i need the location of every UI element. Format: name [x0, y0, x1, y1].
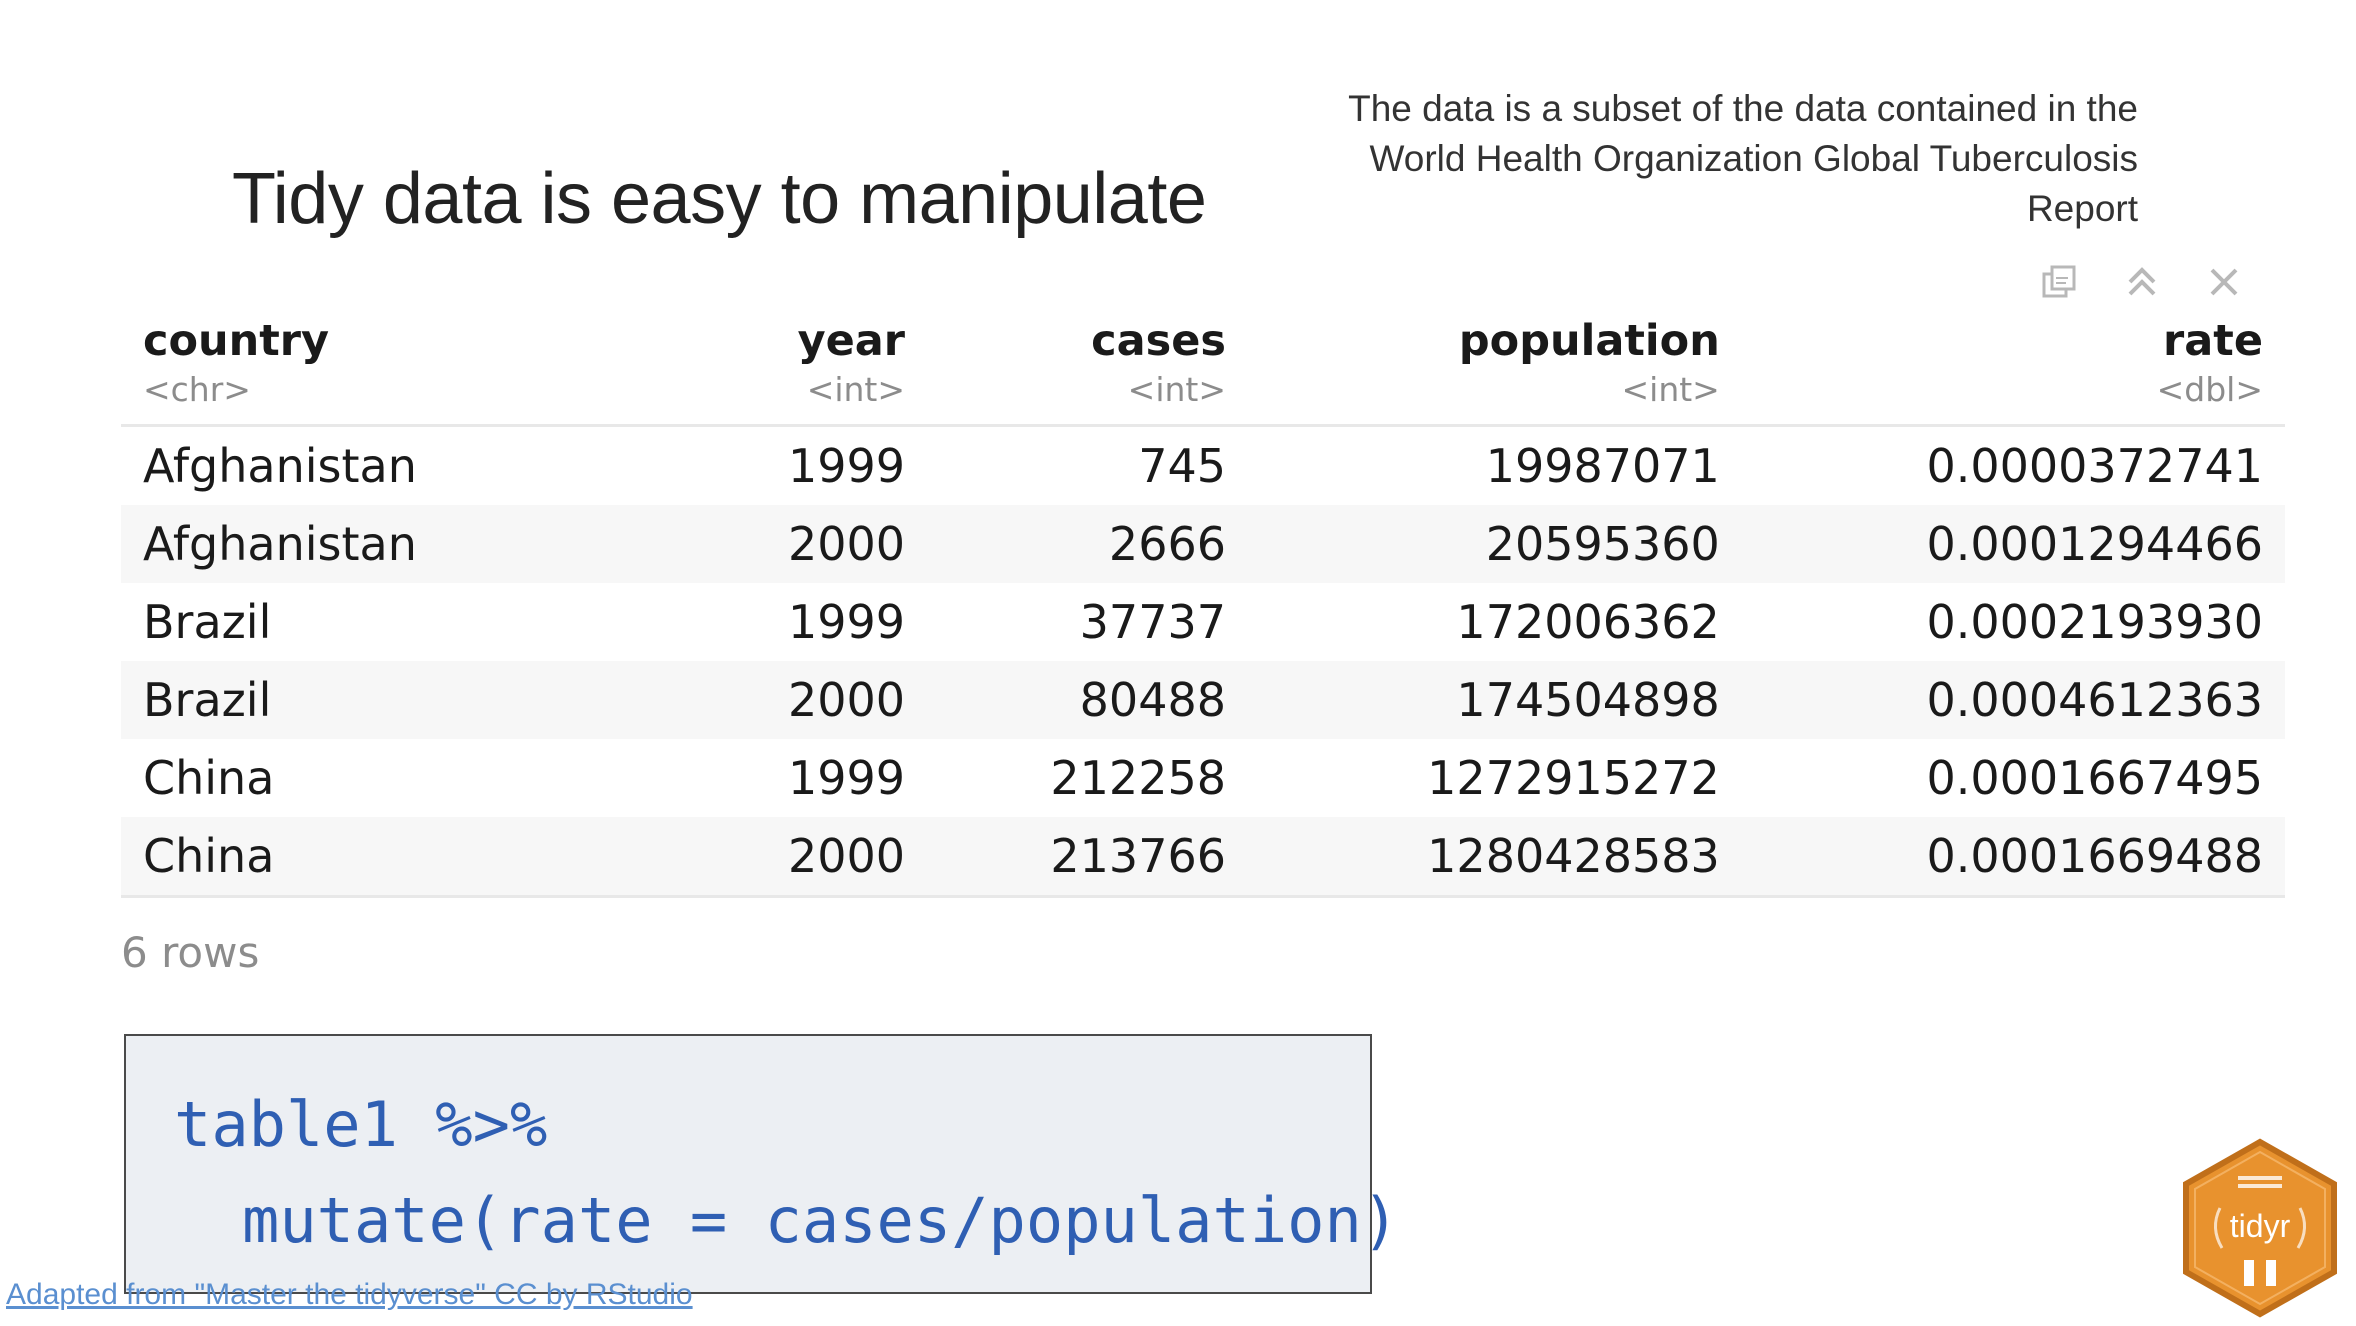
column-type: <int>	[1127, 369, 1226, 409]
table-row: Afghanistan 2000 2666 20595360 0.0001294…	[121, 505, 2285, 583]
tidyr-hex-logo: tidyr	[2183, 1138, 2337, 1318]
logo-label: tidyr	[2230, 1208, 2291, 1244]
cell-cases: 37737	[1079, 595, 1226, 649]
table-row: Afghanistan 1999 745 19987071 0.00003727…	[121, 426, 2285, 506]
column-header-rate[interactable]: rate <dbl>	[1741, 300, 2285, 427]
column-name: population	[1458, 315, 1720, 366]
cell-year: 2000	[692, 817, 928, 898]
table-row: China 1999 212258 1272915272 0.000166749…	[121, 739, 2285, 817]
cell-year: 1999	[787, 595, 906, 649]
cell-country: Brazil	[143, 595, 272, 649]
cell-cases: 212258	[1050, 751, 1226, 805]
cell-year: 1999	[787, 439, 906, 493]
cell-rate: 0.0004612363	[1741, 661, 2285, 739]
cell-population: 20595360	[1248, 505, 1742, 583]
close-icon[interactable]	[2204, 262, 2244, 302]
credit-link[interactable]: Adapted from "Master the tidyverse" CC b…	[6, 1278, 693, 1311]
column-header-cases[interactable]: cases <int>	[927, 300, 1248, 427]
cell-cases: 2666	[927, 505, 1248, 583]
cell-country: Brazil	[121, 661, 693, 739]
cell-population: 172006362	[1456, 595, 1720, 649]
table-row: Brazil 2000 80488 174504898 0.0004612363	[121, 661, 2285, 739]
column-header-year[interactable]: year <int>	[692, 300, 928, 427]
cell-population: 19987071	[1485, 439, 1720, 493]
source-note: The data is a subset of the data contain…	[1348, 88, 2138, 229]
cell-country: China	[121, 817, 693, 898]
cell-population: 1272915272	[1427, 751, 1720, 805]
data-table: country <chr> year <int> cases <int> pop…	[121, 300, 2285, 898]
collapse-icon[interactable]	[2122, 262, 2162, 302]
viewer-toolbar	[2040, 262, 2244, 302]
cell-population: 1280428583	[1248, 817, 1742, 898]
code-block: table1 %>% mutate(rate = cases/populatio…	[124, 1034, 1399, 1294]
column-name: cases	[1091, 315, 1226, 366]
cell-year: 2000	[692, 505, 928, 583]
cell-year: 2000	[692, 661, 928, 739]
code-line: table1 %>%	[174, 1088, 548, 1161]
row-count: 6 rows	[121, 928, 260, 977]
cell-cases: 745	[1138, 439, 1226, 493]
cell-rate: 0.0001294466	[1741, 505, 2285, 583]
cell-rate: 0.0002193930	[1926, 595, 2263, 649]
cell-country: Afghanistan	[143, 439, 417, 493]
column-type: <int>	[806, 369, 906, 409]
cell-rate: 0.0000372741	[1926, 439, 2263, 493]
slide-title: Tidy data is easy to manipulate	[232, 159, 1207, 239]
cell-cases: 80488	[927, 661, 1248, 739]
table-header-row: country <chr> year <int> cases <int> pop…	[121, 300, 2285, 427]
column-header-population[interactable]: population <int>	[1248, 300, 1742, 427]
cell-rate: 0.0001669488	[1741, 817, 2285, 898]
cell-country: China	[143, 751, 275, 805]
export-icon[interactable]	[2040, 262, 2080, 302]
cell-country: Afghanistan	[121, 505, 693, 583]
cell-cases: 213766	[927, 817, 1248, 898]
code-line: mutate(rate = cases/population)	[242, 1184, 1400, 1257]
column-type: <chr>	[143, 369, 251, 409]
column-name: country	[143, 315, 330, 366]
table-row: Brazil 1999 37737 172006362 0.0002193930	[121, 583, 2285, 661]
column-header-country[interactable]: country <chr>	[121, 300, 693, 427]
column-type: <int>	[1621, 369, 1720, 409]
cell-rate: 0.0001667495	[1926, 751, 2263, 805]
column-name: year	[797, 315, 906, 366]
table-row: China 2000 213766 1280428583 0.000166948…	[121, 817, 2285, 898]
column-type: <dbl>	[2156, 369, 2263, 409]
column-name: rate	[2163, 315, 2263, 366]
cell-year: 1999	[787, 751, 906, 805]
cell-population: 174504898	[1248, 661, 1742, 739]
